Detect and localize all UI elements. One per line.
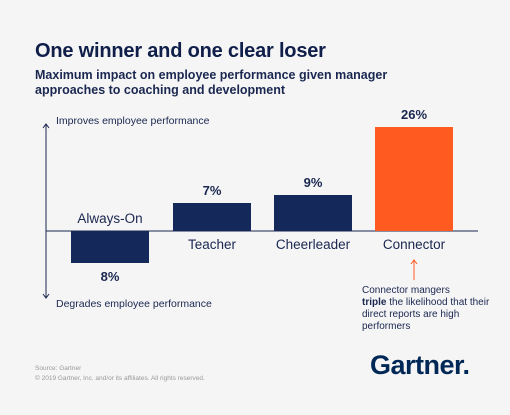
category-label-teacher: Teacher <box>188 237 237 252</box>
axis-arrow-up-icon <box>42 123 50 129</box>
callout-text-before: Connector mangers <box>362 285 450 296</box>
chart-subtitle: Maximum impact on employee performance g… <box>35 68 388 97</box>
logo-dot: . <box>462 350 471 380</box>
callout-arrow-up-icon <box>410 259 418 265</box>
labels-group: 8% Always-On 7% Teacher 9% Cheerleader 26% Conn… <box>77 107 445 284</box>
axis-label-degrades: Degrades employee performance <box>56 298 212 310</box>
bar-always-on <box>71 231 149 263</box>
value-label-cheerleader: 9% <box>304 175 323 190</box>
bars-group <box>71 127 453 263</box>
callout-text-after: the likelihood that their direct reports… <box>362 297 490 332</box>
axis-arrow-down-icon <box>42 293 50 299</box>
logo-text: Gartner <box>370 350 463 380</box>
bar-connector <box>375 127 453 231</box>
value-label-always-on: 8% <box>101 269 120 284</box>
copyright-line: © 2019 Gartner, Inc. and/or its affiliat… <box>35 375 205 382</box>
category-label-connector: Connector <box>383 237 446 252</box>
category-label-always-on: Always-On <box>77 211 142 226</box>
source-note: Source: Gartner © 2019 Gartner, Inc. and… <box>35 364 205 384</box>
connector-callout: Connector mangers triple the likelihood … <box>362 285 492 333</box>
source-line: Source: Gartner <box>35 365 82 372</box>
value-label-teacher: 7% <box>203 183 222 198</box>
bar-teacher <box>173 203 251 231</box>
category-label-cheerleader: Cheerleader <box>276 237 351 252</box>
chart-title: One winner and one clear loser <box>35 40 326 62</box>
axis-label-improves: Improves employee performance <box>56 115 210 127</box>
gartner-logo: Gartner. <box>370 350 470 381</box>
callout-text-bold: triple <box>362 297 387 308</box>
bar-cheerleader <box>274 195 352 231</box>
value-label-connector: 26% <box>401 107 427 122</box>
